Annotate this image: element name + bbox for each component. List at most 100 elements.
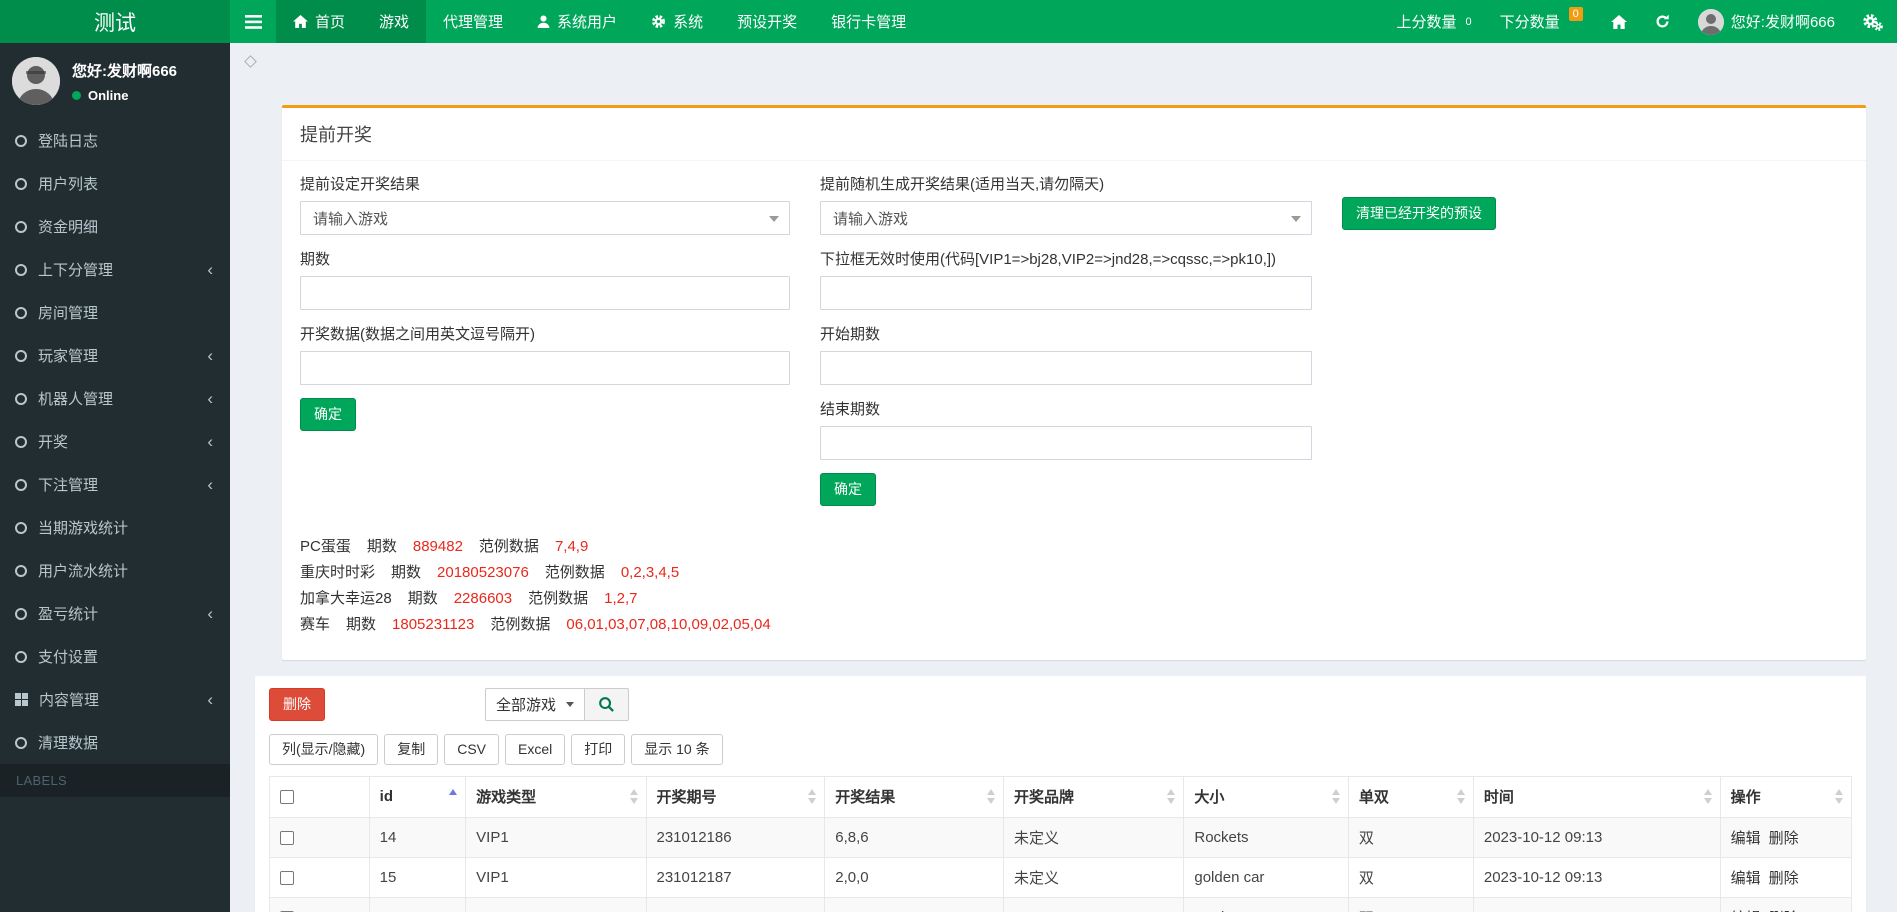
nav-item-label: 首页 <box>315 14 346 31</box>
fallback-code-input[interactable] <box>820 276 1312 310</box>
select-all-checkbox[interactable] <box>280 790 294 805</box>
toolbar-button-csv[interactable]: CSV <box>444 733 500 765</box>
sidebar: 您好:发财啊666 Online 登陆日志 用户列表 资金明细 上下分管理 ‹ 房间管理玩… <box>0 43 230 912</box>
column-header-brand[interactable]: 开奖品牌 <box>1003 775 1185 818</box>
end-issue-input[interactable] <box>820 426 1312 460</box>
sort-desc-icon <box>1703 797 1712 804</box>
toolbar-button-excel[interactable]: Excel <box>505 733 566 765</box>
delete-link[interactable]: 删除 <box>1768 829 1799 847</box>
delete-link[interactable]: 删除 <box>1769 910 1799 912</box>
sidebar-item-room-manage[interactable]: 房间管理 <box>0 291 230 334</box>
cell-time: 2023-10-12 09:13 <box>1472 817 1721 858</box>
sidebar-item-content-manage[interactable]: 内容管理 ‹ <box>0 678 230 721</box>
sidebar-item-robot-manage[interactable]: 机器人管理 ‹ <box>0 377 230 420</box>
random-result-submit-button[interactable]: 确定 <box>820 473 876 506</box>
nav-item-system[interactable]: 系统 <box>634 0 720 43</box>
results-table: id 游戏类型 开奖期号 开奖结果 开奖品牌 大小 单双 时间 操作 14 VIP1 2310121… <box>269 775 1853 912</box>
sidebar-item-current-game-stats[interactable]: 当期游戏统计 <box>0 506 230 549</box>
issue-input[interactable] <box>300 276 790 310</box>
sort-icon <box>449 788 458 795</box>
sidebar-item-login-log[interactable]: 登陆日志 <box>0 119 230 162</box>
random-game-select[interactable]: 请输入游戏 <box>820 201 1312 235</box>
edit-link[interactable]: 编辑 <box>1730 829 1761 847</box>
sample-game-name: 加拿大幸运28 <box>300 589 392 607</box>
column-header-id[interactable]: id <box>368 775 467 818</box>
sidebar-item-user-flow-stats[interactable]: 用户流水统计 <box>0 549 230 592</box>
nav-item-agents[interactable]: 代理管理 <box>426 0 520 43</box>
circle-icon <box>15 650 27 663</box>
user-menu-button[interactable]: 您好:发财啊666 <box>1684 0 1849 43</box>
sidebar-item-player-manage[interactable]: 玩家管理 ‹ <box>0 334 230 377</box>
column-header-actions[interactable]: 操作 <box>1719 775 1853 818</box>
brand-logo[interactable]: 测试 <box>0 0 230 43</box>
home-shortcut-button[interactable] <box>1597 0 1641 43</box>
set-result-submit-button[interactable]: 确定 <box>300 398 356 431</box>
sample-data-value: 1,2,7 <box>604 589 638 607</box>
start-issue-input[interactable] <box>820 351 1312 385</box>
draw-data-input[interactable] <box>300 351 790 385</box>
sidebar-item-label: 下注管理 <box>38 477 99 494</box>
table-controls: 删除 全部游戏 <box>269 687 1852 721</box>
row-checkbox[interactable] <box>280 830 294 845</box>
down-score-button[interactable]: 下分数量 0 <box>1486 0 1597 43</box>
sidebar-item-profit-stats[interactable]: 盈亏统计 ‹ <box>0 592 230 635</box>
game-filter-group: 全部游戏 <box>485 687 630 721</box>
sidebar-item-bet-manage[interactable]: 下注管理 ‹ <box>0 463 230 506</box>
sort-asc-icon <box>1167 788 1176 795</box>
set-game-select[interactable]: 请输入游戏 <box>300 201 790 235</box>
nav-item-label: 预设开奖 <box>737 14 798 31</box>
circle-icon <box>15 736 27 749</box>
delete-selected-button[interactable]: 删除 <box>269 687 325 721</box>
edit-link[interactable]: 编辑 <box>1731 910 1761 912</box>
toolbar-button-print[interactable]: 打印 <box>571 733 626 765</box>
sidebar-toggle-button[interactable] <box>230 0 276 43</box>
clear-drawn-presets-button[interactable]: 清理已经开奖的预设 <box>1342 197 1496 230</box>
sidebar-item-clean-data[interactable]: 清理数据 <box>0 721 230 764</box>
sidebar-item-payment-settings[interactable]: 支付设置 <box>0 635 230 678</box>
nav-item-preset-draw[interactable]: 预设开奖 <box>720 0 814 43</box>
sidebar-item-label: 资金明细 <box>38 219 99 236</box>
settings-button[interactable] <box>1849 0 1897 43</box>
column-header-label: 时间 <box>1483 789 1514 807</box>
edit-link[interactable]: 编辑 <box>1730 869 1761 887</box>
nav-item-home[interactable]: 首页 <box>276 0 363 43</box>
sort-desc-icon <box>1456 797 1465 804</box>
row-checkbox[interactable] <box>280 910 294 912</box>
main-content: 提前开奖 提前设定开奖结果 请输入游戏 期数 <box>230 43 1897 912</box>
column-header-issue[interactable]: 开奖期号 <box>645 775 826 818</box>
sample-game-name: 重庆时时彩 <box>300 563 376 581</box>
breadcrumb-icon[interactable] <box>244 55 257 68</box>
up-score-button[interactable]: 上分数量 0 <box>1383 0 1486 43</box>
sidebar-item-fund-detail[interactable]: 资金明细 <box>0 205 230 248</box>
refresh-button[interactable] <box>1641 0 1684 43</box>
table-row: 14 VIP1 231012186 6,8,6 未定义 Rockets 双 2023-10-1… <box>269 817 1853 858</box>
column-header-size[interactable]: 大小 <box>1183 775 1349 818</box>
column-header-time[interactable]: 时间 <box>1472 775 1721 818</box>
cell-game_type: VIP1 <box>465 857 647 898</box>
game-filter-select[interactable]: 全部游戏 <box>485 687 586 721</box>
delete-link[interactable]: 删除 <box>1768 869 1799 887</box>
nav-item-system-users[interactable]: 系统用户 <box>520 0 634 43</box>
sidebar-item-score-manage[interactable]: 上下分管理 ‹ <box>0 248 230 291</box>
column-header-result[interactable]: 开奖结果 <box>824 775 1005 818</box>
nav-item-label: 银行卡管理 <box>831 14 907 31</box>
sidebar-item-draw[interactable]: 开奖 ‹ <box>0 420 230 463</box>
toolbar-button-colvis[interactable]: 列(显示/隐藏) <box>269 733 379 765</box>
sample-data-value: 06,01,03,07,08,10,09,02,05,04 <box>566 615 771 633</box>
sidebar-item-label: 清理数据 <box>38 735 99 752</box>
sidebar-item-label: 登陆日志 <box>38 133 99 150</box>
toolbar-button-copy[interactable]: 复制 <box>384 733 439 765</box>
sort-icon <box>629 788 638 804</box>
column-header-parity[interactable]: 单双 <box>1347 775 1474 818</box>
sort-asc-icon <box>1835 788 1843 795</box>
sidebar-item-user-list[interactable]: 用户列表 <box>0 162 230 205</box>
row-checkbox[interactable] <box>280 870 294 885</box>
avatar <box>1697 8 1724 35</box>
column-header-game_type[interactable]: 游戏类型 <box>465 775 647 818</box>
nav-item-games[interactable]: 游戏 <box>362 0 427 43</box>
nav-item-bank-cards[interactable]: 银行卡管理 <box>814 0 923 43</box>
toolbar-button-page-length[interactable]: 显示 10 条 <box>631 733 723 765</box>
home-icon <box>293 15 308 28</box>
search-button[interactable] <box>585 687 630 721</box>
sample-line: 重庆时时彩 期数 20180523076 范例数据 0,2,3,4,5 <box>300 560 1848 586</box>
